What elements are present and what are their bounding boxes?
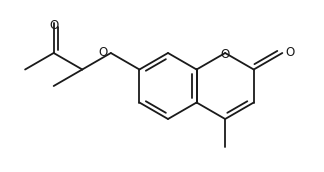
Text: O: O [285, 46, 295, 60]
Text: O: O [221, 48, 230, 61]
Text: O: O [49, 19, 58, 32]
Text: O: O [98, 46, 108, 60]
